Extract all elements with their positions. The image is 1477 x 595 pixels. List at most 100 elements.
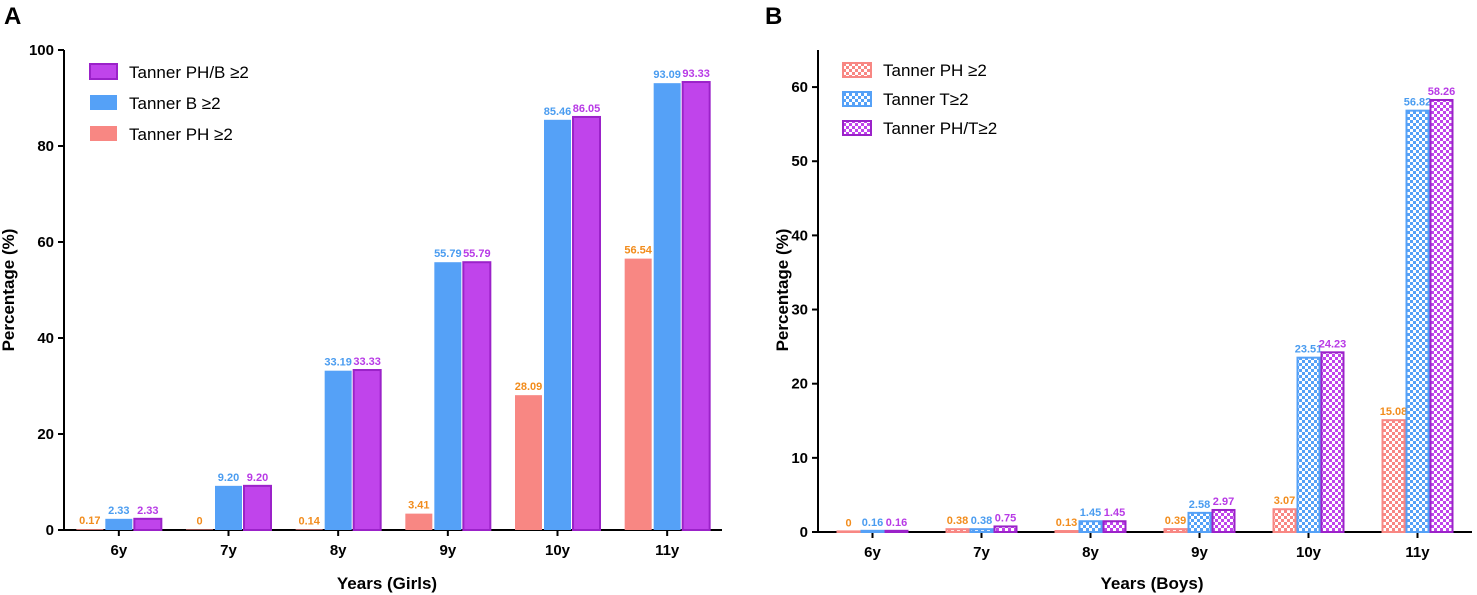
- bar-tanner-t-2-8y: [1078, 520, 1103, 533]
- data-label: 1.45: [1104, 507, 1125, 519]
- legend-label: Tanner PH ≥2: [129, 125, 233, 144]
- plot-a: 0 20 40 60 80 100 6y 7y 8y 9y 10y 11y 0.17 0 0.14 3.41 2…: [29, 42, 722, 559]
- bar-tanner-ph-2-8y: [295, 529, 323, 530]
- legend-label: Tanner PH/B ≥2: [129, 63, 249, 82]
- x-tick-label: 6y: [864, 544, 881, 561]
- x-tick-label: 11y: [655, 542, 680, 559]
- data-label: 3.41: [408, 500, 429, 512]
- bar-tanner-ph-b-2-9y: [462, 261, 492, 531]
- legend-swatch: [842, 120, 872, 136]
- bar-tanner-t-2-10y: [1296, 356, 1321, 533]
- bar-tanner-ph-2-10y: [1272, 508, 1297, 534]
- x-tick-label: 8y: [1082, 544, 1099, 561]
- data-label: 0.75: [995, 512, 1016, 524]
- bar-tanner-ph-b-2-10y: [572, 115, 601, 532]
- y-tick-label: 0: [800, 524, 808, 541]
- x-tick-label: 11y: [1405, 544, 1430, 561]
- data-label: 85.46: [544, 106, 572, 118]
- data-label: 55.79: [463, 248, 491, 260]
- panel-label-b: B: [765, 3, 782, 30]
- y-tick-label: 60: [791, 79, 808, 96]
- bar-tanner-ph-t-2-9y: [1211, 508, 1236, 534]
- data-label: 0: [845, 517, 851, 529]
- bar-tanner-ph-t-2-10y: [1320, 351, 1345, 533]
- legend-label: Tanner PH ≥2: [883, 61, 987, 80]
- bar-tanner-ph-t-2-8y: [1102, 520, 1127, 533]
- data-label: 0.16: [886, 517, 907, 529]
- data-label: 2.97: [1213, 496, 1234, 508]
- bar-tanner-ph-t-2-6y: [884, 529, 909, 533]
- data-label: 93.33: [682, 68, 710, 80]
- data-label: 2.33: [108, 505, 129, 517]
- bar-tanner-ph-b-2-11y: [681, 81, 711, 532]
- bar-tanner-b-2-9y: [434, 262, 462, 530]
- data-label: 93.09: [653, 69, 681, 81]
- bar-tanner-ph-b-2-8y: [352, 369, 382, 531]
- data-label: 0.17: [79, 515, 100, 527]
- x-tick-label: 10y: [1296, 544, 1322, 561]
- x-tick-label: 7y: [220, 542, 237, 559]
- bar-tanner-ph-2-9y: [1163, 528, 1188, 533]
- data-label: 55.79: [434, 248, 462, 260]
- bar-tanner-ph-2-8y: [1054, 530, 1079, 534]
- legend-swatch: [842, 91, 872, 107]
- data-label: 9.20: [247, 472, 268, 484]
- x-tick-label: 9y: [1191, 544, 1208, 561]
- bar-tanner-ph-2-11y: [1381, 419, 1406, 533]
- y-tick-label: 0: [46, 522, 54, 539]
- data-label: 2.33: [137, 505, 158, 517]
- data-label: 58.26: [1428, 86, 1456, 98]
- y-tick-label: 50: [791, 153, 808, 170]
- x-tick-label: 6y: [110, 542, 127, 559]
- legend-swatch: [89, 63, 118, 80]
- bar-tanner-ph-2-10y: [515, 395, 542, 530]
- data-label: 0.16: [862, 517, 883, 529]
- y-tick-label: 80: [37, 138, 54, 155]
- bar-tanner-ph-2-11y: [624, 258, 652, 530]
- bar-tanner-ph-2-6y: [76, 529, 104, 530]
- data-label: 0.38: [947, 515, 968, 527]
- legend-swatch: [90, 126, 117, 141]
- data-label: 0.14: [298, 515, 320, 527]
- x-tick-label: 7y: [973, 544, 990, 561]
- data-label: 3.07: [1274, 495, 1295, 507]
- data-label: 1.45: [1080, 507, 1101, 519]
- data-label: 9.20: [218, 472, 239, 484]
- y-tick-label: 40: [37, 330, 54, 347]
- x-axis-title-a: Years (Girls): [337, 574, 437, 593]
- data-label: 24.23: [1319, 338, 1347, 350]
- y-tick-label: 30: [791, 302, 808, 319]
- bar-tanner-b-2-6y: [105, 518, 133, 530]
- bar-tanner-b-2-7y: [215, 485, 242, 530]
- data-label: 56.54: [624, 245, 652, 257]
- bar-tanner-ph-2-7y: [186, 529, 213, 530]
- data-label: 0.13: [1056, 517, 1077, 529]
- legend-label: Tanner PH/T≥2: [883, 119, 997, 138]
- bar-tanner-b-2-11y: [653, 83, 681, 530]
- data-label: 33.19: [324, 357, 352, 369]
- bar-tanner-t-2-6y: [860, 529, 885, 533]
- y-tick-label: 20: [791, 376, 808, 393]
- data-label: 56.82: [1404, 97, 1432, 109]
- plot-b: 0 10 20 30 40 50 60 6y 7y 8y 9y 10y 11y 0 0.38 0.13 0.39…: [791, 50, 1472, 561]
- legend-swatch: [842, 62, 872, 78]
- data-label: 0: [196, 515, 202, 527]
- x-tick-label: 9y: [439, 542, 456, 559]
- y-tick-label: 60: [37, 234, 54, 251]
- bar-tanner-ph-b-2-6y: [133, 517, 163, 531]
- data-label: 23.51: [1295, 344, 1323, 356]
- data-label: 15.08: [1380, 406, 1408, 418]
- bar-tanner-t-2-7y: [969, 528, 994, 533]
- data-label: 86.05: [573, 103, 601, 115]
- bar-tanner-b-2-10y: [544, 119, 571, 531]
- bar-tanner-ph-2-9y: [405, 513, 433, 530]
- data-label: 2.58: [1189, 499, 1210, 511]
- bar-tanner-ph-b-2-7y: [243, 484, 272, 531]
- bar-tanner-ph-2-7y: [945, 528, 970, 533]
- data-label: 0.39: [1165, 515, 1186, 527]
- data-label: 28.09: [515, 381, 543, 393]
- bar-tanner-t-2-9y: [1187, 511, 1212, 533]
- legend-swatch: [90, 95, 117, 110]
- y-tick-label: 100: [29, 42, 54, 59]
